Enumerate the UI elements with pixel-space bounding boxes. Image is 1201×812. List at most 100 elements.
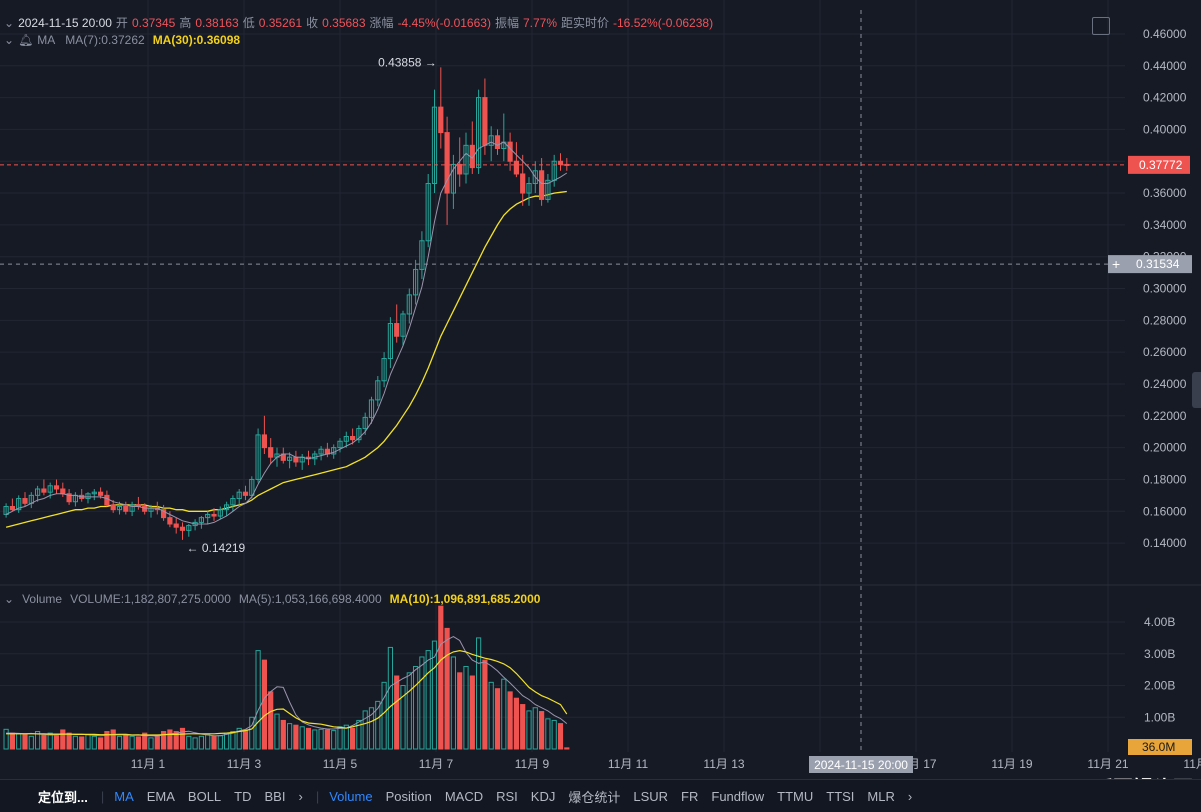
volume-collapse-icon[interactable]: ⌄: [4, 592, 15, 606]
candle-body: [444, 132, 450, 194]
volume-bar: [66, 732, 72, 750]
candle-body: [224, 504, 230, 511]
sub-kdj[interactable]: KDJ: [530, 788, 556, 804]
price-tick-label: 0.18000: [1143, 472, 1187, 486]
candle-body: [110, 504, 116, 511]
ma7-line: [5, 141, 568, 525]
candle-body: [293, 456, 299, 463]
sub-ttsi[interactable]: TTSI: [826, 788, 855, 804]
side-panel-handle[interactable]: [1192, 372, 1201, 408]
candle-body: [494, 135, 501, 150]
volume-bar: [280, 719, 286, 750]
volume-bar: [557, 723, 564, 750]
indicator-boll[interactable]: BOLL: [187, 788, 222, 804]
volume-bar: [110, 729, 116, 750]
volume-bar: [324, 729, 330, 750]
candle-body: [425, 183, 431, 242]
candle-body: [16, 498, 22, 511]
close-label: 收: [306, 16, 319, 30]
time-tick-label: 11月 9: [515, 757, 550, 771]
sub-macd[interactable]: MACD: [444, 788, 484, 804]
crosshair: 0.43858 → ← 0.14219: [0, 10, 1125, 752]
time-tick-label: 11月 19: [991, 757, 1032, 771]
time-tick-label: 11月 1: [131, 757, 166, 771]
volume-bar: [400, 685, 406, 750]
indicator-ma[interactable]: MA: [114, 788, 134, 804]
candle-body: [406, 294, 412, 315]
time-tick-label: 11月 13: [703, 757, 744, 771]
sub-fundflow[interactable]: Fundflow: [711, 788, 765, 804]
sub-position[interactable]: Position: [385, 788, 432, 804]
candle-body: [98, 491, 104, 496]
low-value: 0.35261: [258, 15, 303, 30]
volume-bar: [3, 728, 9, 750]
sub-volume[interactable]: Volume: [329, 788, 373, 804]
price-tick-label: 0.28000: [1143, 313, 1187, 327]
candle-body: [242, 491, 249, 496]
volume-bar: [192, 737, 198, 750]
candle-body: [476, 97, 482, 169]
collapse-icon[interactable]: ⌄: [4, 33, 15, 47]
fullscreen-icon[interactable]: [1092, 17, 1110, 35]
indicator-ema[interactable]: EMA: [146, 788, 175, 804]
candle-body: [400, 313, 406, 337]
candle-body: [387, 323, 393, 360]
volume-bar: [337, 726, 343, 750]
bell-icon[interactable]: 🔔︎: [18, 33, 34, 47]
indicator-bbi[interactable]: BBI: [264, 788, 286, 804]
volume-bar: [532, 707, 538, 750]
candle-body: [337, 440, 343, 449]
candle-body: [35, 488, 41, 496]
chevron-right-icon[interactable]: ›: [298, 788, 303, 804]
grid-lines: [0, 0, 1201, 752]
volume-bar: [293, 724, 299, 750]
ma-label: MA: [37, 33, 56, 47]
candle-body: [211, 513, 217, 517]
ma30-series: [5, 190, 567, 528]
volume-bar: [148, 737, 154, 750]
volume-bar: [356, 719, 362, 750]
indicator-td[interactable]: TD: [234, 788, 252, 804]
sub-liquidation[interactable]: 爆仓统计: [568, 789, 621, 805]
volume-bar: [16, 733, 22, 750]
candle-body: [450, 163, 456, 194]
price-tick-label: 0.24000: [1143, 377, 1187, 391]
ma7-value: MA(7):0.37262: [65, 33, 145, 47]
price-tick-label: 0.46000: [1143, 27, 1187, 41]
volume-bar: [513, 697, 519, 750]
ma30-value: MA(30):0.36098: [152, 33, 241, 47]
sub-lsur[interactable]: LSUR: [633, 788, 669, 804]
price-tick-label: 0.34000: [1143, 218, 1187, 232]
header-icon[interactable]: ⌄: [4, 15, 15, 30]
candle-body: [116, 505, 123, 511]
time-tick-label: 11月 23: [1183, 757, 1201, 771]
volume-bar: [22, 734, 28, 750]
sub-fr[interactable]: FR: [681, 788, 699, 804]
volume-bars: [3, 605, 570, 750]
volume-bar: [394, 675, 400, 750]
volume-bar: [457, 672, 463, 750]
price-tick-label: 0.16000: [1143, 504, 1187, 518]
sub-rsi[interactable]: RSI: [496, 788, 518, 804]
crosshair-price-label: 0.31534: [1136, 257, 1180, 271]
chevron-right-icon-2[interactable]: ›: [907, 788, 913, 804]
change-label: 涨幅: [369, 16, 394, 30]
volume-tick-label: 2.00B: [1144, 679, 1175, 693]
low-annotation: ← 0.14219: [187, 541, 246, 555]
volume-bar: [28, 735, 34, 750]
candle-body: [249, 478, 255, 496]
time-tick-label: 11月 11: [608, 757, 649, 771]
volume-bar: [167, 729, 173, 750]
sub-ttmu[interactable]: TTMU: [777, 788, 814, 804]
volume-ma-lines: [6, 636, 568, 737]
volume-bar: [494, 688, 501, 750]
volume-bar: [35, 731, 41, 750]
dist-label: 距实时价: [561, 16, 610, 30]
candle-body: [41, 488, 47, 493]
candle-body: [161, 509, 167, 519]
candle-body: [431, 106, 438, 185]
sub-mlr[interactable]: MLR: [867, 788, 895, 804]
locate-button[interactable]: 定位到...: [38, 789, 88, 805]
volume-bar: [469, 675, 475, 750]
